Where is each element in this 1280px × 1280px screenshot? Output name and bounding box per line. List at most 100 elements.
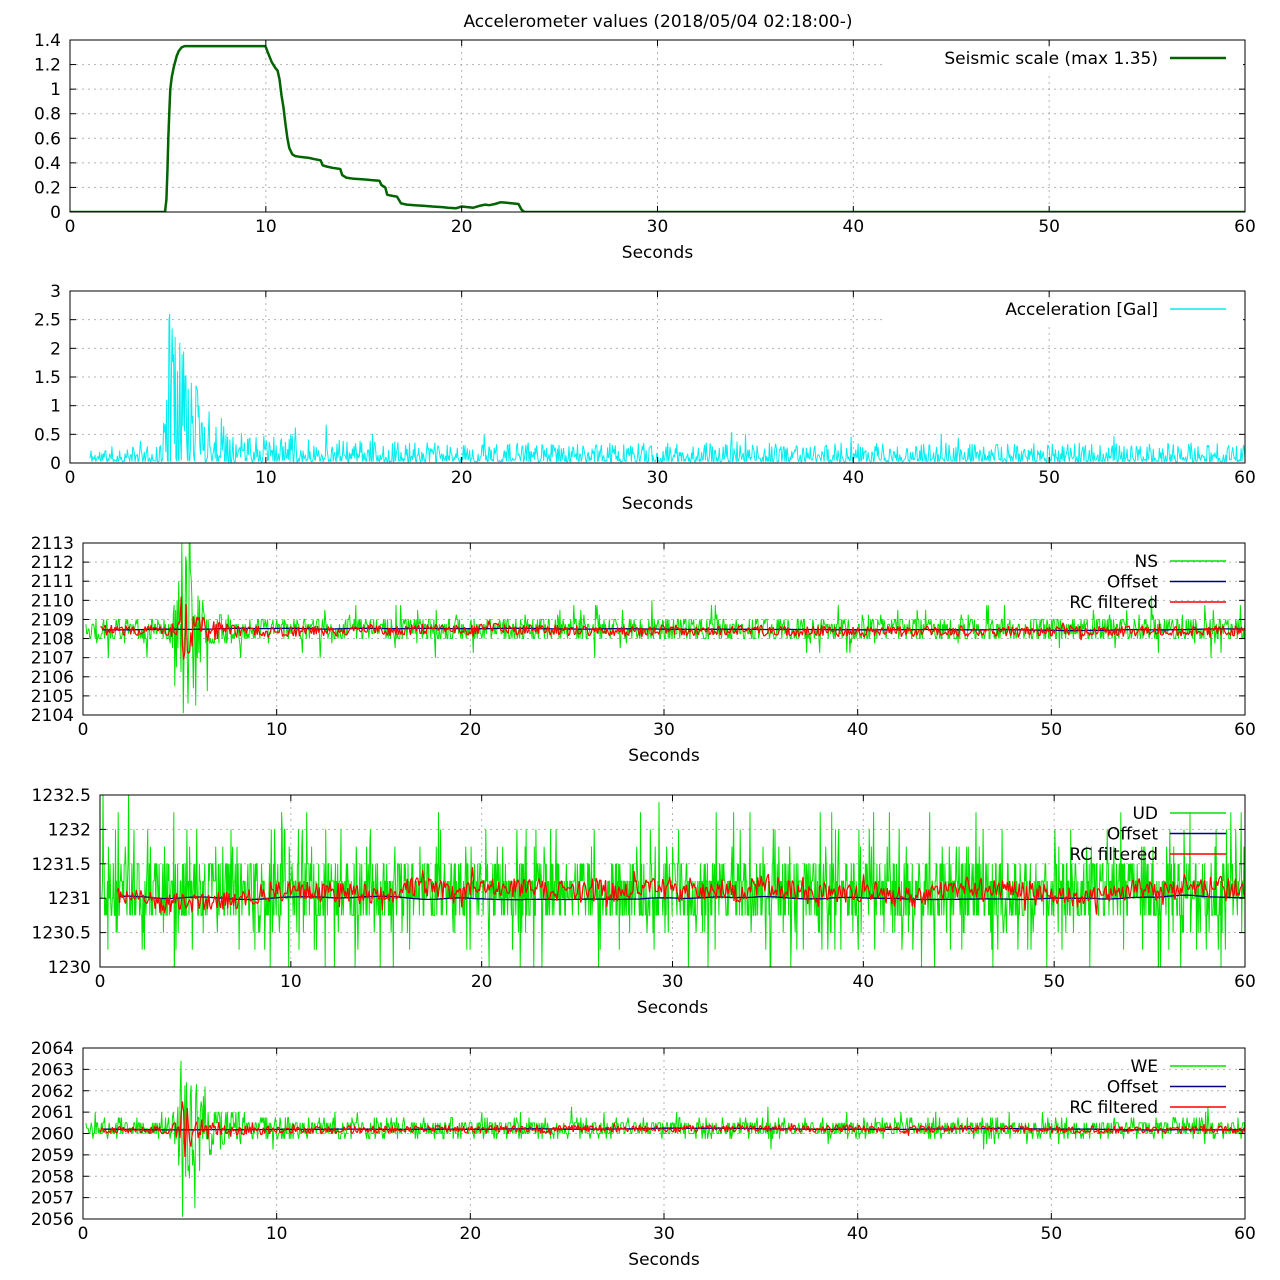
legend: Acceleration [Gal] [885, 298, 1243, 327]
panel-we: 0 10 20 30 40 50 60205620572058205920602061206… [31, 1039, 1256, 1270]
x-axis-label: Seconds [622, 243, 694, 263]
ticks [69, 39, 1246, 213]
x-tick-label: 30 [653, 1224, 675, 1244]
ticks [99, 794, 1246, 968]
series-rc-filtered [100, 596, 1245, 660]
y-tick-label: 2064 [31, 1039, 74, 1059]
y-tick-label: 2104 [31, 706, 74, 726]
x-tick-label: 40 [843, 217, 865, 237]
series-rc-filtered [116, 867, 1245, 915]
x-axis-label: Seconds [637, 998, 709, 1018]
panel-ud: 0 10 20 30 40 50 60 1230 1230.5 1231 1231.5 1232 123… [32, 786, 1256, 1018]
y-tick-label: 0 [50, 203, 61, 223]
y-tick-label: 1231.5 [32, 855, 91, 875]
y-tick-label: 0.6 [34, 129, 61, 149]
x-tick-label: 40 [843, 468, 865, 488]
series-seismic-scale-max-1-35- [70, 44, 1245, 212]
y-tick-label: 2110 [31, 591, 74, 611]
x-tick-label: 0 [78, 1224, 89, 1244]
x-tick-label: 0 [65, 217, 76, 237]
y-tick-label: 2061 [31, 1103, 74, 1123]
x-tick-label: 50 [1043, 972, 1065, 992]
y-tick-label: 2056 [31, 1210, 74, 1230]
x-tick-label: 30 [647, 217, 669, 237]
series-we [85, 1060, 1245, 1217]
series-group [89, 313, 1245, 463]
x-axis-label: Seconds [622, 494, 694, 514]
y-tick-label: 1230.5 [32, 924, 91, 944]
x-tick-label: 60 [1234, 1224, 1256, 1244]
y-tick-label: 2107 [31, 649, 74, 669]
ticks [82, 1047, 1246, 1220]
series-group [70, 44, 1245, 212]
y-tick-label: 2108 [31, 630, 74, 650]
y-tick-label: 1.2 [34, 56, 61, 76]
x-tick-label: 10 [280, 972, 302, 992]
legend-label: Offset [1107, 825, 1158, 845]
ticks [82, 542, 1246, 716]
y-tick-label: 2105 [31, 687, 74, 707]
x-tick-label: 10 [255, 468, 277, 488]
x-tick-label: 60 [1234, 217, 1256, 237]
x-tick-label: 20 [460, 1224, 482, 1244]
x-axis-label: Seconds [628, 1250, 700, 1270]
y-tick-label: 1 [50, 397, 61, 417]
y-tick-label: 2111 [31, 572, 74, 592]
legend: Seismic scale (max 1.35) [885, 47, 1243, 76]
legend-label: Offset [1107, 1078, 1158, 1098]
y-tick-label: 1231 [48, 889, 91, 909]
x-tick-label: 40 [847, 720, 869, 740]
y-tick-label: 0.2 [34, 178, 61, 198]
x-tick-label: 0 [65, 468, 76, 488]
series-group [85, 543, 1245, 714]
y-tick-label: 2106 [31, 668, 74, 688]
chart-title: Accelerometer values (2018/05/04 02:18:0… [463, 12, 853, 32]
series-acceleration-gal- [89, 313, 1245, 463]
y-tick-label: 2109 [31, 610, 74, 630]
y-tick-label: 1.5 [34, 368, 61, 388]
x-tick-label: 60 [1234, 972, 1256, 992]
x-tick-label: 30 [653, 720, 675, 740]
x-tick-label: 40 [853, 972, 875, 992]
x-tick-label: 60 [1234, 468, 1256, 488]
series-group [101, 795, 1245, 967]
y-tick-label: 1232 [48, 820, 91, 840]
legend-label: RC filtered [1069, 1098, 1158, 1118]
panel-ns: 0 10 20 30 40 50 60210421052106210721082109211… [31, 534, 1256, 766]
y-tick-label: 1230 [48, 958, 91, 978]
series-ud [101, 795, 1245, 967]
legend-label: NS [1134, 552, 1158, 572]
x-tick-label: 60 [1234, 720, 1256, 740]
y-tick-label: 2112 [31, 553, 74, 573]
y-tick-label: 2063 [31, 1060, 74, 1080]
x-tick-label: 10 [255, 217, 277, 237]
x-tick-label: 50 [1038, 468, 1060, 488]
x-tick-label: 20 [471, 972, 493, 992]
y-tick-label: 0.4 [34, 154, 61, 174]
legend-label: Offset [1107, 573, 1158, 593]
x-tick-label: 0 [95, 972, 106, 992]
x-tick-label: 10 [266, 1224, 288, 1244]
legend-label: RC filtered [1069, 845, 1158, 865]
y-tick-label: 2059 [31, 1146, 74, 1166]
y-tick-label: 1232.5 [32, 786, 91, 806]
x-tick-label: 20 [460, 720, 482, 740]
x-tick-label: 50 [1041, 720, 1063, 740]
series-rc-filtered [99, 1101, 1245, 1158]
legend-label: UD [1132, 804, 1158, 824]
x-tick-label: 30 [662, 972, 684, 992]
x-tick-label: 40 [847, 1224, 869, 1244]
legend-bg [885, 47, 1243, 76]
y-tick-label: 0.8 [34, 105, 61, 125]
y-tick-label: 3 [50, 282, 61, 302]
y-tick-label: 0 [50, 454, 61, 474]
x-tick-label: 30 [647, 468, 669, 488]
x-axis-label: Seconds [628, 746, 700, 766]
x-tick-label: 10 [266, 720, 288, 740]
y-tick-label: 2060 [31, 1125, 74, 1145]
